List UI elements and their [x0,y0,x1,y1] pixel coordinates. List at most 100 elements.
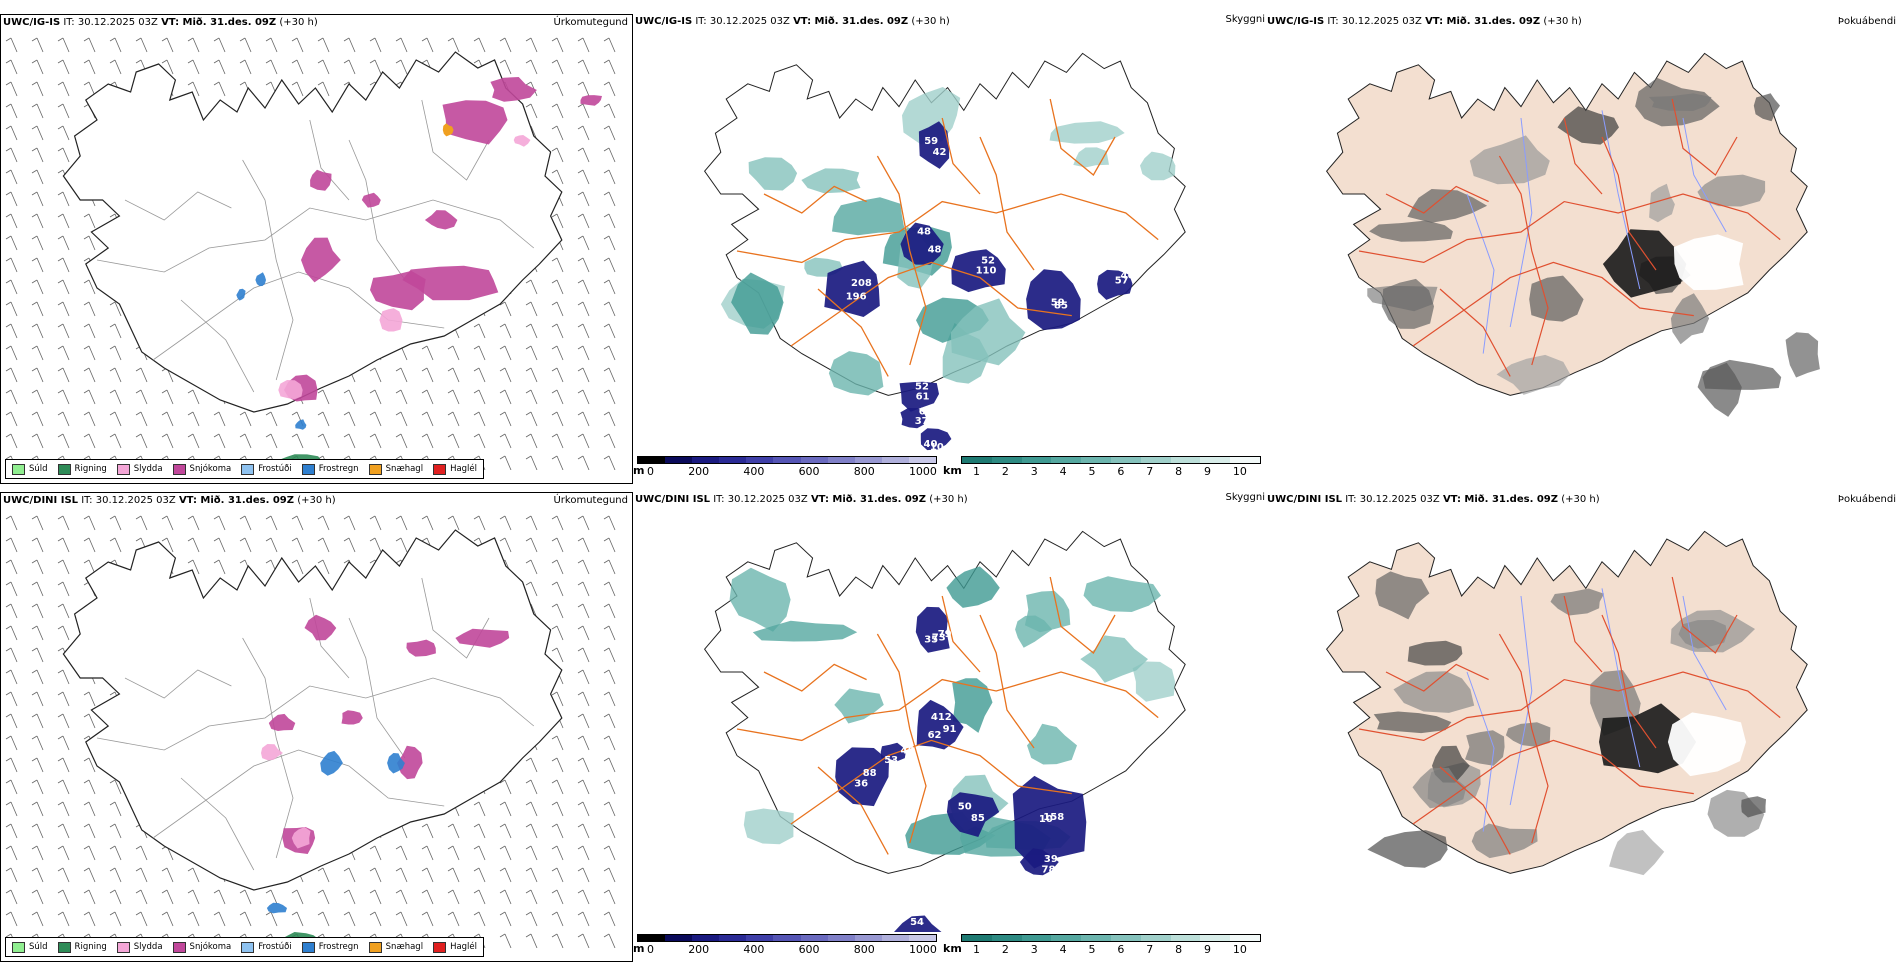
fog-indicator-area [1667,712,1746,777]
freezing-rain-area [387,753,405,774]
init-time: IT: 30.12.2025 03Z [1327,16,1422,27]
snow-area [361,192,381,208]
snow-area [490,77,537,102]
visibility-map: 7991888510395452457362365015878273635335… [703,530,1186,932]
ceiling-value-label: 50 [958,801,972,812]
ceiling-value-label: 53 [884,755,898,766]
fog-indicator-area [1373,711,1452,734]
precip-legend-item: Haglél [433,463,478,475]
fog-indicator-area [1381,278,1434,329]
model-name: UWC/IG-IS [3,17,61,28]
fog-indicator-area [1673,234,1744,291]
precip-map [5,37,616,470]
precip-map [5,515,616,948]
freezing-rain-area [255,272,266,287]
valid-time: VT: Mið. 31.des. 09Z [1442,494,1559,505]
fog-indicator-panel: UWC/DINI ISL IT: 30.12.2025 03Z VT: Mið.… [1265,492,1900,962]
low-visibility-area [832,197,905,236]
sleet-area [379,308,403,332]
sleet-area [291,827,311,849]
panel-title-visibility: Skyggni [1225,492,1265,503]
fog-map [1325,530,1808,876]
init-time: IT: 30.12.2025 03Z [63,17,158,28]
fog-indicator-area [1599,703,1697,774]
ceiling-value-label: 73 [932,633,946,644]
low-visibility-area [950,298,1026,366]
ceiling-value-label: 48 [928,245,942,256]
low-ceiling-area [916,699,964,750]
legend-swatch [301,941,315,953]
snow-area [310,169,332,191]
ceiling-tick: 200 [688,465,710,478]
lead-time: (+30 h) [1543,16,1582,27]
fog-indicator-area [1753,93,1780,122]
valid-time: VT: Mið. 31.des. 09Z [810,494,927,505]
precip-legend-item: Frostúði [241,463,292,475]
precip-legend: Súld Rigning Slydda Snjókoma Frostúði Frostre… [5,459,485,479]
legend-label: Frostregn [318,942,359,952]
ceiling-value-label: 36 [854,779,868,790]
init-time: IT: 30.12.2025 03Z [695,16,790,27]
ceiling-tick: 1000 [908,465,937,478]
legend-label: Súld [29,942,48,952]
visibility-tick: 8 [1175,465,1183,478]
lead-time: (+30 h) [929,494,968,505]
snow-area [304,614,337,641]
model-name: UWC/DINI ISL [1267,494,1343,505]
precip-legend-item: Frostregn [301,463,359,475]
road-network [736,98,1159,377]
precip-legend-item: Frostregn [301,941,359,953]
ceiling-value-label: 35 [924,635,938,646]
ceiling-value-label: 54 [910,917,924,928]
snow-area [341,710,363,725]
fog-indicator-area [1670,293,1710,345]
freezing-rain-area [266,902,287,914]
visibility-tick: 4 [1059,465,1067,478]
fog-indicator-area [1375,571,1430,620]
legend-swatch [57,941,71,953]
snow-pellet-area [442,123,454,137]
legend-label: Slydda [133,464,163,474]
ceiling-value-label: 88 [863,768,877,779]
forecast-header: UWC/DINI ISL IT: 30.12.2025 03Z VT: Mið.… [1267,494,1600,505]
road-network [1358,98,1781,377]
fog-indicator-area [1407,189,1488,223]
road-network [736,576,1159,855]
legend-label: Frostúði [258,942,292,952]
precip-legend-item: Frostúði [241,941,292,953]
fog-indicator-area [1697,362,1742,417]
iceland-coastline [62,529,563,891]
fog-indicator-area [1741,796,1766,818]
low-visibility-area [834,688,884,724]
init-time: IT: 30.12.2025 03Z [81,495,176,506]
ceiling-value-label: 10 [930,442,944,453]
precip-legend-item: Rigning [57,463,107,475]
ceiling-value-label: 52 [915,382,929,393]
legend-label: Súld [29,464,48,474]
snow-area [397,745,423,780]
precip-legend-item: Súld [12,941,48,953]
legend-swatch [172,463,186,475]
low-visibility-area [743,808,794,845]
ceiling-value-label: 196 [846,291,867,302]
legend-swatch [368,463,382,475]
visibility-tick: 3 [1030,465,1038,478]
low-ceiling-area [824,260,880,317]
ceiling-value-label: 78 [1042,864,1056,875]
ceiling-value-label: 45 [901,745,915,756]
legend-label: Haglél [450,464,478,474]
freezing-rain-area [295,419,307,430]
fog-indicator-area [1529,275,1584,322]
legend-swatch [368,941,382,953]
ceiling-colorbar: 0 200 400 600 800 1000 [637,934,937,956]
fog-indicator-area [1367,830,1448,868]
legend-swatch [12,941,25,953]
model-name: UWC/DINI ISL [635,494,711,505]
fog-indicator-area [1407,640,1463,666]
visibility-tick: 5 [1088,465,1096,478]
legend-swatch [116,463,130,475]
precip-legend-item: Snjókoma [172,463,231,475]
fog-indicator-area [1393,671,1475,713]
precip-legend-item: Haglél [433,941,477,953]
ceiling-tick: 0 [647,465,654,478]
